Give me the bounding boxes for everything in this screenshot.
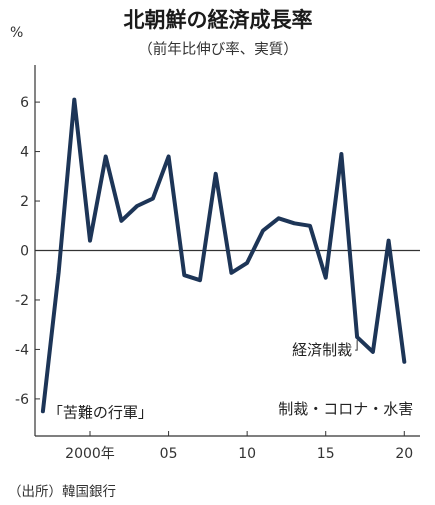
series-growth-rate	[40, 97, 407, 414]
chart-subtitle: （前年比伸び率、実質）	[138, 40, 298, 58]
chart-title: 北朝鮮の経済成長率	[124, 8, 313, 32]
x-tick-label: 2000年	[65, 446, 115, 462]
y-tick-label: 6	[20, 95, 29, 111]
y-tick-label: 4	[20, 145, 29, 161]
annotation-famine: 「苦難の行軍」	[48, 403, 153, 421]
x-tick-label: 20	[395, 446, 413, 462]
x-tick-label: 05	[160, 446, 178, 462]
annotation-sanctions: 経済制裁	[292, 341, 352, 359]
y-tick-label: -6	[15, 392, 29, 408]
leader-sanctions	[355, 340, 358, 351]
y-tick-label: 0	[20, 244, 29, 260]
growth-rate-line	[40, 97, 407, 414]
x-tick-label: 15	[317, 446, 335, 462]
x-tick-label: 10	[238, 446, 256, 462]
y-tick-label: -2	[15, 293, 29, 309]
annotation-leaders	[355, 340, 358, 351]
y-tick-label: -4	[15, 342, 29, 358]
y-tick-label: 2	[20, 194, 29, 210]
y-unit-label: %	[10, 25, 23, 41]
source-note: （出所）韓国銀行	[8, 484, 116, 500]
annotation-sanctions-corona-flood: 制裁・コロナ・水害	[278, 400, 413, 418]
